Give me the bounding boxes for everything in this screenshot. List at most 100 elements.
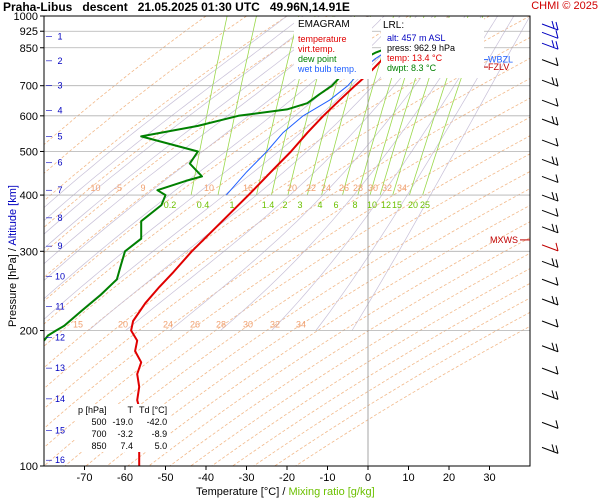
wind-barb-flag <box>555 137 559 147</box>
wind-barb-flag <box>551 390 555 398</box>
ptable-cell: 850 <box>91 441 107 451</box>
wind-barb-flag <box>555 30 559 39</box>
x-tick-label: 10 <box>402 472 414 484</box>
sounding-datetime: 21.05.2025 01:30 UTC <box>137 0 260 14</box>
mixing-ratio-label: 12 <box>381 200 391 210</box>
x-axis-label-separator: / <box>282 486 286 498</box>
dry-adiabat <box>232 282 530 466</box>
isotherm-label: -10 <box>87 183 100 193</box>
ptable-cell: -8.9 <box>151 429 168 439</box>
altitude-km-label: 7 <box>57 185 62 195</box>
x-tick-label: -20 <box>279 472 295 484</box>
isotherm-label: 30 <box>243 320 253 330</box>
wind-barb-staff <box>541 194 559 202</box>
moist-adiabat <box>44 16 320 235</box>
y-axis-label: Pressure [hPa] / Altitude [km] <box>7 181 19 331</box>
mixing-ratio-label: 6 <box>333 200 338 210</box>
moist-adiabat <box>44 16 288 209</box>
wind-barb-flag <box>555 208 559 217</box>
wind-barb-flag <box>551 342 555 350</box>
ptable-cell: -3.2 <box>117 429 134 439</box>
wind-barb-staff <box>541 42 559 50</box>
mixing-ratio-label: 1.4 <box>262 200 275 210</box>
y-axis-label-altitude: Altitude [km] <box>7 185 19 246</box>
wind-barb-staff <box>541 298 559 306</box>
mixing-ratio-label: 25 <box>420 200 430 210</box>
wind-barb-staff <box>541 446 559 454</box>
dry-adiabat <box>85 171 530 466</box>
altitude-km-label: 11 <box>55 302 64 312</box>
y-tick-label: 400 <box>20 190 38 202</box>
wind-barb-flag <box>551 258 555 266</box>
lrl-pressure: press: 962.9 hPa <box>387 43 456 53</box>
wind-barb-staff <box>541 158 559 166</box>
isotherm-label: 16 <box>243 183 253 193</box>
y-tick-label: 100 <box>20 461 38 473</box>
wind-barb-flag <box>555 98 559 107</box>
x-tick-label: -30 <box>239 472 255 484</box>
altitude-km-label: 9 <box>57 241 62 251</box>
y-axis-label-separator: / <box>7 248 19 252</box>
wind-barb-flag <box>551 444 555 452</box>
mixing-ratio-label: 3 <box>297 200 302 210</box>
isotherm-label: 28 <box>353 183 363 193</box>
table-row: 700 -3.2 -8.9 <box>75 428 170 440</box>
dry-adiabat <box>148 221 530 466</box>
chart-grid: 15 20 24 26 28 30 32 34-10 -5 9 10 16 20 22 24 26 28 30 32… <box>44 16 530 466</box>
wind-barb-staff <box>541 260 559 268</box>
ptable-cell: -19.0 <box>112 417 134 427</box>
wind-barb-flag <box>551 223 555 231</box>
y-axis-label-pressure: Pressure [hPa] <box>7 254 19 327</box>
isotherm-label: 28 <box>216 320 226 330</box>
y-tick-label: 200 <box>20 326 38 338</box>
ptable-cell: 5.0 <box>154 441 168 451</box>
ptable-header-pressure: p [hPa] <box>78 405 107 415</box>
wind-barb-flag <box>555 445 559 454</box>
altitude-km-label: 3 <box>57 80 62 90</box>
mixing-ratio-label: 0.4 <box>197 200 210 210</box>
wind-barb-staff <box>541 367 559 375</box>
dry-adiabat <box>44 97 530 429</box>
station-name: Praha-Libus <box>3 0 73 14</box>
isotherm-label: 34 <box>296 320 306 330</box>
dry-adiabat <box>169 237 530 466</box>
mixing-ratio-label: 0.2 <box>164 200 177 210</box>
moist-adiabat <box>44 16 304 222</box>
chart-title: Praha-Libus descent 21.05.2025 01:30 UTC… <box>3 0 350 14</box>
sounding-phase: descent <box>82 0 128 14</box>
lrl-dewpoint: dwpt: 8.3 °C <box>387 63 437 73</box>
isotherm-label: 30 <box>368 183 378 193</box>
wind-barb-staff <box>541 118 559 126</box>
wind-barb-flag <box>555 366 559 375</box>
isotherm-label: 24 <box>321 183 331 193</box>
legend-item-wet-bulb: wet bulb temp. <box>298 64 357 74</box>
wind-barb-flag <box>555 41 559 50</box>
ptable-header-temp: T <box>127 405 134 415</box>
wind-barb-staff <box>541 392 559 400</box>
lrl-temperature: temp: 13.4 °C <box>387 53 443 63</box>
mixing-ratio-label: 10 <box>367 200 377 210</box>
ptable-cell: 500 <box>91 417 107 427</box>
legend-item-virt-temp: virt.temp. <box>298 44 336 54</box>
dry-adiabat <box>44 78 530 410</box>
wind-barb-staff <box>541 79 559 87</box>
wind-barb-staff <box>541 278 559 286</box>
wind-barb-flag <box>555 277 559 286</box>
isotherm-label: 34 <box>397 183 407 193</box>
dry-adiabat <box>64 153 530 466</box>
wind-barb-flag <box>551 77 555 85</box>
dry-adiabat <box>44 16 530 347</box>
x-tick-label: -10 <box>320 472 336 484</box>
wind-barb-flag <box>551 20 555 29</box>
mixing-ratio-label: 2 <box>282 200 287 210</box>
mixing-ratio-label: 4 <box>317 200 322 210</box>
moist-adiabat <box>44 16 336 249</box>
wind-barb-flag <box>551 156 555 164</box>
mixing-ratio-label: 1 <box>229 200 234 210</box>
x-axis-label: Temperature [°C] / Mixing ratio [g/kg] <box>196 486 375 498</box>
wind-barb-flag <box>555 224 559 233</box>
x-tick-label: -70 <box>77 472 93 484</box>
isotherm-label: 15 <box>73 320 83 330</box>
